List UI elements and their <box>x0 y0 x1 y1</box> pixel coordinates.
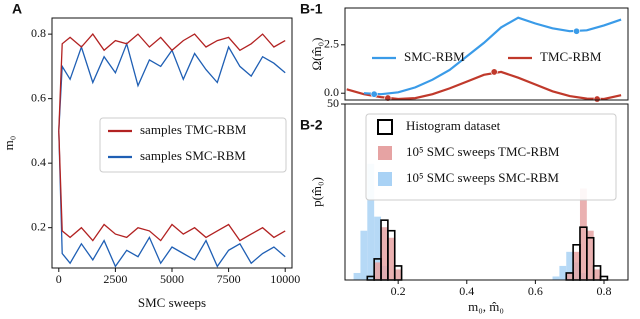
y-axis-label: p(m̂₀) <box>309 177 324 207</box>
hist-bar <box>566 251 574 280</box>
hist-bar <box>599 275 609 281</box>
y-tick-label: 2.5 <box>324 37 339 51</box>
y-tick-label: 0.0 <box>324 85 339 99</box>
x-axis-label: SMC sweeps <box>138 295 206 310</box>
hist-bar <box>387 237 395 280</box>
x-tick-label: 0 <box>56 272 62 286</box>
panel-label: A <box>12 1 22 17</box>
y-axis-label: m₀ <box>1 136 16 151</box>
x-tick-label: 0.4 <box>459 284 474 298</box>
y-tick-label: 0.8 <box>31 26 46 40</box>
hist-bar <box>374 262 382 280</box>
x-tick-label: 2500 <box>103 272 127 286</box>
hist-bar <box>573 251 580 280</box>
legend-label: 10⁵ SMC sweeps TMC-RBM <box>406 144 560 159</box>
hist-bar <box>566 272 574 280</box>
y-tick-label: 50 <box>327 96 339 110</box>
axes-frame <box>344 7 629 101</box>
hist-bar <box>381 227 388 280</box>
legend-label: samples SMC-RBM <box>140 148 246 163</box>
hist-bar <box>586 230 594 280</box>
legend-label: TMC-RBM <box>540 49 602 64</box>
legend-box <box>365 113 617 201</box>
hist-bar <box>374 216 382 280</box>
legend-label: samples TMC-RBM <box>140 122 247 137</box>
hist-bar <box>367 163 375 280</box>
axes-frame <box>51 17 293 269</box>
legend-swatch <box>378 146 392 160</box>
y-tick-label: 0.6 <box>31 90 46 104</box>
hist-bar <box>579 188 587 280</box>
point-marker <box>573 27 581 35</box>
x-tick-label: 0.2 <box>391 284 406 298</box>
x-tick-label: 7500 <box>217 272 241 286</box>
y-tick-label: 0.2 <box>31 219 46 233</box>
point-marker <box>370 90 378 98</box>
legend-swatch <box>378 172 392 186</box>
panel-label: B-1 <box>300 1 323 17</box>
hist-bar <box>552 276 560 280</box>
point-marker <box>490 68 498 76</box>
legend-label: 10⁵ SMC sweeps SMC-RBM <box>406 170 559 185</box>
hist-bar <box>353 272 361 280</box>
hist-bar <box>559 265 567 280</box>
hist-bar <box>593 269 601 280</box>
point-marker <box>593 95 601 103</box>
x-tick-label: 10000 <box>270 272 300 286</box>
axes-frame <box>344 103 629 281</box>
y-tick-label: 0.4 <box>31 155 46 169</box>
x-axis-label: m₀, m̂₀ <box>468 299 504 314</box>
series-line <box>346 70 622 101</box>
hist-bar <box>394 269 402 280</box>
x-tick-label: 5000 <box>160 272 184 286</box>
hist-bar <box>360 230 368 280</box>
series-line <box>58 130 286 268</box>
legend-label: SMC-RBM <box>404 49 465 64</box>
panel-label: B-2 <box>300 117 323 133</box>
legend-swatch <box>377 119 393 135</box>
series-line <box>58 41 286 131</box>
legend-label: Histogram dataset <box>406 118 501 133</box>
x-tick-label: 0.8 <box>596 284 611 298</box>
series-line <box>58 130 286 242</box>
legend-box <box>99 117 287 173</box>
series-line <box>58 33 286 131</box>
y-axis-label: Ω(m̂₀) <box>309 38 324 71</box>
x-tick-label: 0.6 <box>528 284 543 298</box>
